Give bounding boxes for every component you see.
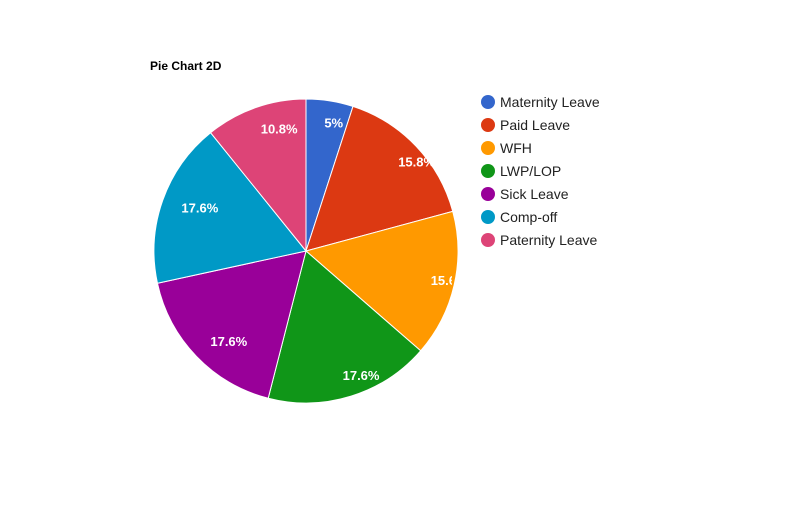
slice-label: 17.6% xyxy=(343,368,380,383)
slice-label: 17.6% xyxy=(181,201,218,216)
pie-slice[interactable] xyxy=(305,105,454,252)
legend-marker xyxy=(481,118,495,132)
slice-label: 10.8% xyxy=(261,121,298,136)
legend-marker xyxy=(481,187,495,201)
pie-slice[interactable] xyxy=(209,98,307,253)
legend-label[interactable]: Maternity Leave xyxy=(500,94,600,110)
slice-label: 17.6% xyxy=(210,334,247,349)
legend-label[interactable]: WFH xyxy=(500,140,532,156)
slice-label: 15.8% xyxy=(398,154,435,169)
slice-label: 15.6% xyxy=(431,273,468,288)
legend-marker xyxy=(481,95,495,109)
legend-label[interactable]: Sick Leave xyxy=(500,186,569,202)
pie-slice[interactable] xyxy=(153,131,307,284)
pie-slice[interactable] xyxy=(156,250,307,399)
legend-marker xyxy=(481,141,495,155)
pie-slice[interactable] xyxy=(267,250,422,404)
legend-label[interactable]: Paternity Leave xyxy=(500,232,597,248)
legend-marker xyxy=(481,164,495,178)
legend-marker xyxy=(481,210,495,224)
legend-marker xyxy=(481,233,495,247)
legend-label[interactable]: Comp-off xyxy=(500,209,557,225)
pie-slice[interactable] xyxy=(304,210,459,352)
slice-label: 5% xyxy=(324,116,343,131)
legend-label[interactable]: Paid Leave xyxy=(500,117,570,133)
chart-title: Pie Chart 2D xyxy=(150,59,222,73)
legend-label[interactable]: LWP/LOP xyxy=(500,163,561,179)
